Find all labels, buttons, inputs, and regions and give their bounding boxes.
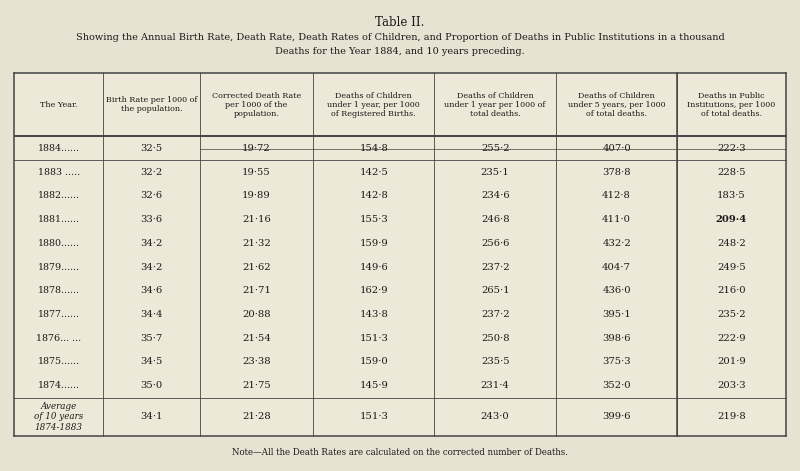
Text: 1882......: 1882...... (38, 191, 80, 200)
Text: 228·5: 228·5 (717, 168, 746, 177)
Text: 235·5: 235·5 (481, 357, 510, 366)
Text: 1879......: 1879...... (38, 262, 80, 272)
Text: Deaths of Children
under 1 year per 1000 of
total deaths.: Deaths of Children under 1 year per 1000… (445, 91, 546, 118)
Text: 237·2: 237·2 (481, 310, 510, 319)
Text: 149·6: 149·6 (359, 262, 388, 272)
Text: 248·2: 248·2 (717, 239, 746, 248)
Text: 20·88: 20·88 (242, 310, 270, 319)
Text: 19·89: 19·89 (242, 191, 271, 200)
Text: 19·72: 19·72 (242, 144, 271, 153)
Text: 399·6: 399·6 (602, 412, 631, 421)
Text: 235·1: 235·1 (481, 168, 510, 177)
Text: 412·8: 412·8 (602, 191, 631, 200)
Text: 21·28: 21·28 (242, 412, 271, 421)
Text: 235·2: 235·2 (717, 310, 746, 319)
Text: 237·2: 237·2 (481, 262, 510, 272)
Text: Deaths of Children
under 5 years, per 1000
of total deaths.: Deaths of Children under 5 years, per 10… (568, 91, 666, 118)
Text: 436·0: 436·0 (602, 286, 631, 295)
Text: Average
of 10 years
1874-1883: Average of 10 years 1874-1883 (34, 402, 83, 431)
Text: 33·6: 33·6 (140, 215, 162, 224)
Text: Birth Rate per 1000 of
the population.: Birth Rate per 1000 of the population. (106, 96, 197, 114)
Text: 32·6: 32·6 (140, 191, 162, 200)
Text: 34·2: 34·2 (140, 262, 162, 272)
Text: 34·5: 34·5 (140, 357, 162, 366)
Text: 398·6: 398·6 (602, 334, 631, 343)
Text: 222·3: 222·3 (717, 144, 746, 153)
Text: Table II.: Table II. (375, 16, 425, 30)
Text: 23·38: 23·38 (242, 357, 270, 366)
Text: 21·16: 21·16 (242, 215, 271, 224)
Text: 1876... ...: 1876... ... (36, 334, 82, 343)
Text: 234·6: 234·6 (481, 191, 510, 200)
Text: 1878......: 1878...... (38, 286, 80, 295)
Text: 21·32: 21·32 (242, 239, 271, 248)
Text: 142·5: 142·5 (359, 168, 388, 177)
Text: 432·2: 432·2 (602, 239, 631, 248)
Text: Deaths for the Year 1884, and 10 years preceding.: Deaths for the Year 1884, and 10 years p… (275, 47, 525, 56)
Text: 34·6: 34·6 (140, 286, 162, 295)
Text: 162·9: 162·9 (359, 286, 388, 295)
Text: 183·5: 183·5 (717, 191, 746, 200)
Text: 32·5: 32·5 (140, 144, 162, 153)
Text: Showing the Annual Birth Rate, Death Rate, Death Rates of Children, and Proporti: Showing the Annual Birth Rate, Death Rat… (76, 33, 724, 42)
Text: 21·75: 21·75 (242, 381, 271, 390)
Text: 155·3: 155·3 (359, 215, 388, 224)
Text: 203·3: 203·3 (717, 381, 746, 390)
Text: 1874......: 1874...... (38, 381, 80, 390)
Text: 34·1: 34·1 (140, 412, 162, 421)
Text: 1877......: 1877...... (38, 310, 80, 319)
Text: 32·2: 32·2 (140, 168, 162, 177)
Text: 21·54: 21·54 (242, 334, 271, 343)
Text: Corrected Death Rate
per 1000 of the
population.: Corrected Death Rate per 1000 of the pop… (212, 91, 301, 118)
Text: 222·9: 222·9 (717, 334, 746, 343)
Text: 19·55: 19·55 (242, 168, 271, 177)
Text: 159·0: 159·0 (359, 357, 388, 366)
Text: 145·9: 145·9 (359, 381, 388, 390)
Text: 159·9: 159·9 (359, 239, 388, 248)
Text: 151·3: 151·3 (359, 334, 388, 343)
Text: 407·0: 407·0 (602, 144, 631, 153)
Text: 1875......: 1875...... (38, 357, 80, 366)
Text: 411·0: 411·0 (602, 215, 631, 224)
Text: 246·8: 246·8 (481, 215, 510, 224)
Text: 209·4: 209·4 (716, 215, 747, 224)
Text: 1881......: 1881...... (38, 215, 80, 224)
Text: Deaths of Children
under 1 year, per 1000
of Registered Births.: Deaths of Children under 1 year, per 100… (327, 91, 420, 118)
Text: 21·71: 21·71 (242, 286, 271, 295)
Text: 249·5: 249·5 (717, 262, 746, 272)
Text: 1880......: 1880...... (38, 239, 80, 248)
Text: 1883 .....: 1883 ..... (38, 168, 80, 177)
Text: 404·7: 404·7 (602, 262, 631, 272)
Text: 34·4: 34·4 (140, 310, 162, 319)
Text: 21·62: 21·62 (242, 262, 270, 272)
Text: Note—All the Death Rates are calculated on the corrected number of Deaths.: Note—All the Death Rates are calculated … (232, 448, 568, 457)
Text: 375·3: 375·3 (602, 357, 631, 366)
Text: The Year.: The Year. (40, 101, 78, 109)
Text: 378·8: 378·8 (602, 168, 631, 177)
Text: 35·7: 35·7 (140, 334, 162, 343)
Text: 265·1: 265·1 (481, 286, 510, 295)
Text: 154·8: 154·8 (359, 144, 388, 153)
Text: 395·1: 395·1 (602, 310, 631, 319)
Text: 142·8: 142·8 (359, 191, 388, 200)
Text: 35·0: 35·0 (140, 381, 162, 390)
Text: 201·9: 201·9 (717, 357, 746, 366)
Text: 34·2: 34·2 (140, 239, 162, 248)
Text: 219·8: 219·8 (717, 412, 746, 421)
Text: 250·8: 250·8 (481, 334, 510, 343)
Text: 243·0: 243·0 (481, 412, 510, 421)
Text: Deaths in Public
Institutions, per 1000
of total deaths.: Deaths in Public Institutions, per 1000 … (687, 91, 775, 118)
Text: 231·4: 231·4 (481, 381, 510, 390)
Text: 256·6: 256·6 (481, 239, 510, 248)
Text: 255·2: 255·2 (481, 144, 510, 153)
Text: 216·0: 216·0 (717, 286, 746, 295)
Text: 143·8: 143·8 (359, 310, 388, 319)
Text: 151·3: 151·3 (359, 412, 388, 421)
Text: 352·0: 352·0 (602, 381, 631, 390)
Text: 1884......: 1884...... (38, 144, 80, 153)
